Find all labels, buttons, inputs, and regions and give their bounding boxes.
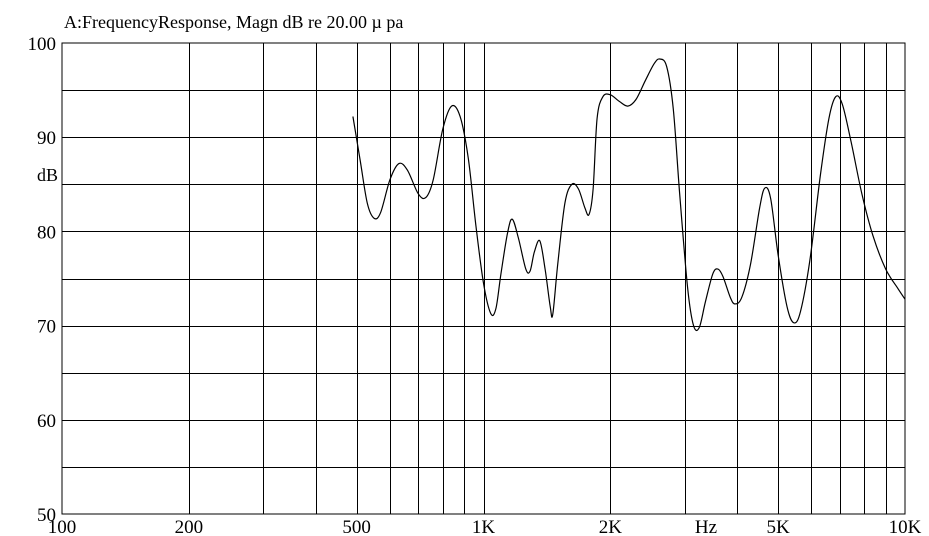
x-axis-label: Hz [695,517,717,536]
x-tick-label: 5K [766,517,790,536]
y-tick-label: 70 [37,317,56,338]
tick-labels: 50 60 70 80 90 100 100 200 500 1K 2K 5K 10K [28,34,922,536]
y-tick-label: 100 [28,34,57,55]
chart-title: A:FrequencyResponse, Magn dB re 20.00 µ … [64,12,403,32]
y-axis-label: dB [37,165,58,185]
grid-lines [62,43,905,514]
x-tick-label: 100 [48,517,77,536]
plot-frame [61,42,906,515]
x-tick-label: 10K [889,517,922,536]
x-tick-label: 200 [175,517,204,536]
y-tick-label: 50 [37,505,56,526]
x-tick-label: 1K [472,517,496,536]
y-tick-label: 90 [37,128,56,149]
x-tick-label: 500 [342,517,371,536]
y-tick-label: 60 [37,411,56,432]
y-tick-label: 80 [37,222,56,243]
x-tick-label: 2K [599,517,623,536]
response-curve [352,58,906,332]
